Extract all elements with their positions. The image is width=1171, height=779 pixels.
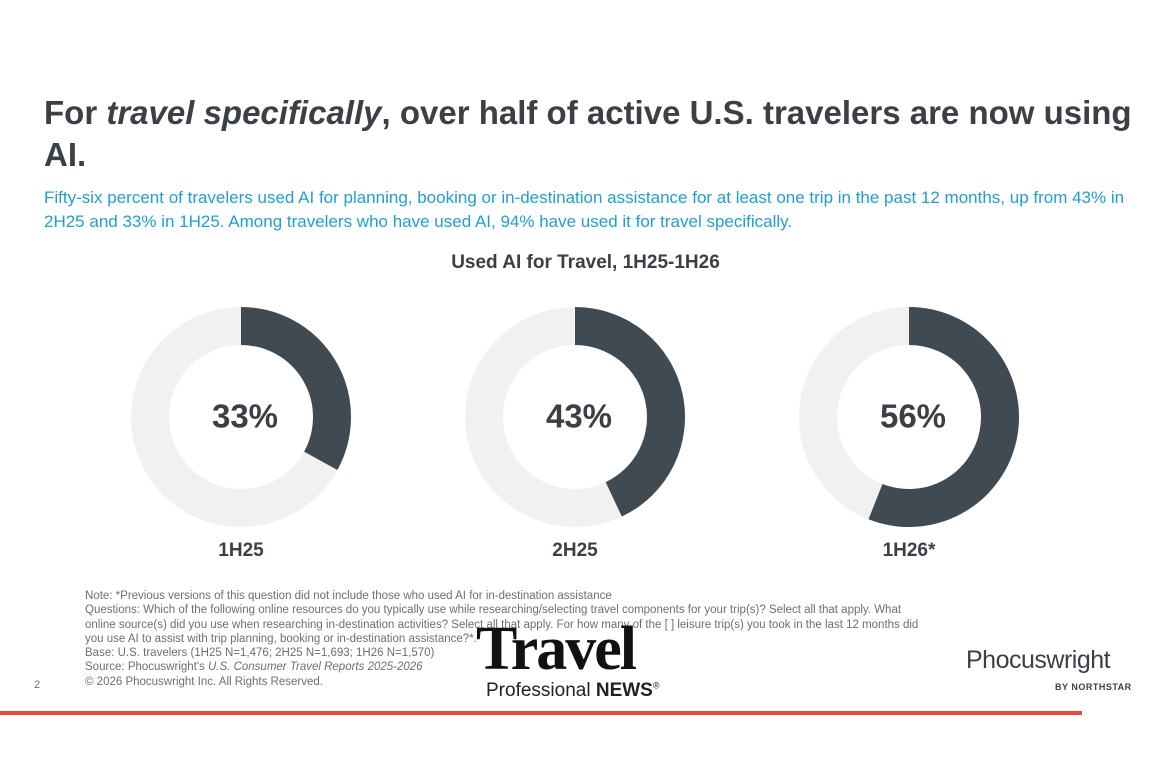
watermark-mark: ® [652, 680, 660, 691]
donut-arc [240, 307, 351, 470]
category-label: 2H25 [552, 540, 598, 561]
watermark-text: Professional [486, 680, 596, 701]
copyright: © 2026 Phocuswright Inc. All Rights Rese… [85, 675, 323, 688]
logo-sub: BY NORTHSTAR [1055, 682, 1132, 692]
chart-title: Used AI for Travel, 1H25-1H26 [451, 252, 720, 273]
chart: 33% 1H25 43% 2H25 56% 1H26* [131, 307, 1019, 561]
value-label: 43% [546, 398, 612, 435]
watermark-subtitle: Professional NEWS® [484, 680, 662, 702]
watermark-bold: NEWS [595, 680, 653, 701]
logo: Phocuswright [966, 646, 1111, 674]
watermark-title: Travel [476, 615, 637, 683]
donut-arc [868, 307, 1019, 527]
source-text: Source: Phocuswright's [85, 661, 209, 674]
category-label: 1H26* [883, 540, 936, 561]
title-text: , over half of active U.S. travelers are… [44, 94, 1132, 173]
title-text: For [44, 94, 107, 131]
questions: Questions: Which of the following online… [85, 604, 919, 645]
note: Note: *Previous versions of this questio… [85, 590, 612, 602]
footer-rule [0, 711, 1082, 715]
base: Base: U.S. travelers (1H25 N=1,476; 2H25… [85, 647, 435, 660]
page-number: 2 [34, 679, 41, 691]
value-label: 56% [880, 398, 946, 435]
value-label: 33% [212, 398, 278, 435]
donut-arc [574, 307, 685, 517]
slide-subtitle: Fifty-six percent of travelers used AI f… [44, 188, 1125, 231]
title-emphasis: travel specifically [106, 94, 382, 131]
source: Source: Phocuswright's U.S. Consumer Tra… [85, 660, 925, 674]
slide-title: For travel specifically, over half of ac… [44, 92, 1134, 176]
category-label: 1H25 [218, 540, 264, 561]
source-emphasis: U.S. Consumer Travel Reports 2025-2026 [208, 661, 423, 674]
notes: Note: *Previous versions of this questio… [85, 589, 925, 689]
